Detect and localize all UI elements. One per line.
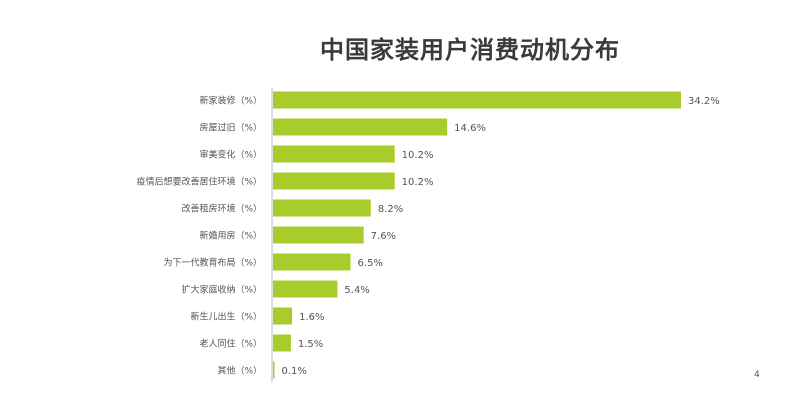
category-label: 为下一代教育布局（%）: [163, 257, 262, 269]
bar: [273, 361, 275, 379]
page-number: 4: [754, 370, 760, 380]
category-label: 其他（%）: [217, 365, 262, 377]
bar: [273, 118, 448, 136]
value-label: 6.5%: [358, 258, 383, 269]
bar: [273, 280, 338, 298]
value-label: 5.4%: [344, 285, 369, 296]
category-label: 审美变化（%）: [199, 149, 262, 161]
category-label: 疫情后想要改善居住环境（%）: [136, 176, 262, 188]
category-label: 新生儿出生（%）: [190, 311, 262, 323]
category-label: 扩大家庭收纳（%）: [181, 284, 262, 296]
value-label: 1.5%: [298, 339, 323, 350]
category-label: 房屋过旧（%）: [199, 122, 262, 134]
bar: [273, 253, 351, 271]
value-label: 10.2%: [402, 177, 434, 188]
chart-title: 中国家装用户消费动机分布: [320, 36, 620, 64]
bar: [273, 91, 681, 109]
bar: [273, 172, 395, 190]
category-label: 改善租房环境（%）: [181, 203, 262, 215]
value-label: 10.2%: [402, 150, 434, 161]
bar: [273, 334, 291, 352]
category-label: 新家装修（%）: [199, 95, 262, 107]
value-label: 14.6%: [454, 123, 486, 134]
bar: [273, 145, 395, 163]
bar: [273, 226, 364, 244]
value-label: 7.6%: [371, 231, 396, 242]
bar: [273, 307, 293, 325]
value-label: 0.1%: [282, 366, 307, 377]
value-label: 34.2%: [688, 96, 720, 107]
category-label: 老人同住（%）: [199, 338, 262, 350]
category-label: 新婚用房（%）: [199, 230, 262, 242]
value-label: 1.6%: [299, 312, 324, 323]
bar: [273, 199, 371, 217]
value-label: 8.2%: [378, 204, 403, 215]
